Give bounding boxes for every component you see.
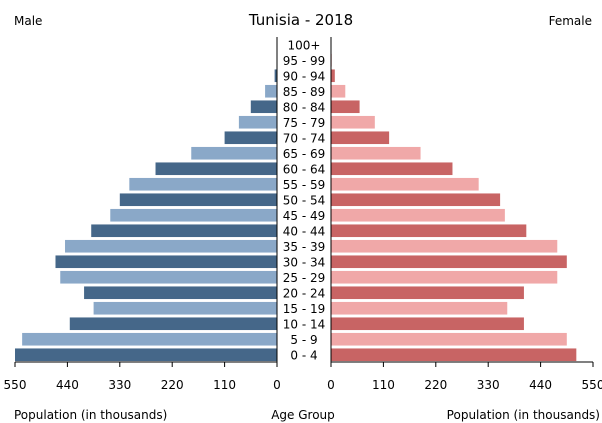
female-bar [331,131,390,145]
age-group-label: 80 - 84 [283,100,326,114]
age-group-label: 35 - 39 [283,240,326,254]
female-bar [331,162,453,176]
female-bar [331,146,421,160]
x-axis-label-right: Population (in thousands) [447,408,600,422]
x-tick-label: 220 [161,378,184,392]
x-axis-label-center: Age Group [271,408,335,422]
male-bar [238,115,277,129]
male-bar [60,270,277,284]
x-tick-label: 0 [327,378,335,392]
female-bar [331,84,346,98]
male-bar [93,301,277,315]
chart-title: Tunisia - 2018 [248,11,353,29]
male-bar [15,348,277,362]
left-header: Male [14,14,42,28]
age-group-label: 30 - 34 [283,255,326,269]
female-bar [331,332,567,346]
age-group-label: 50 - 54 [283,193,326,207]
male-bar [224,131,277,145]
male-bar [265,84,277,98]
age-group-label: 90 - 94 [283,69,326,83]
right-header: Female [549,14,592,28]
female-bar [331,115,375,129]
age-group-label: 55 - 59 [283,178,326,192]
female-bar [331,255,567,269]
age-group-label: 15 - 19 [283,302,326,316]
x-tick-label: 550 [582,378,602,392]
male-bar [191,146,277,160]
female-bar [331,301,508,315]
female-bar [331,208,505,222]
male-bar [91,224,277,238]
axes-layer: 550 440 330 220 110 0 0 110 220 330 440 550 [4,37,602,392]
x-tick-label: 440 [529,378,552,392]
age-group-label: 40 - 44 [283,224,326,238]
x-tick-label: 220 [424,378,447,392]
x-tick-label: 330 [477,378,500,392]
female-bar [331,239,558,253]
age-group-label: 45 - 49 [283,209,326,223]
male-bar [250,100,277,114]
female-bar [331,100,360,114]
male-bar [69,317,277,331]
x-tick-label: 110 [372,378,395,392]
age-group-label: 5 - 9 [290,333,317,347]
x-tick-label: 550 [4,378,27,392]
age-group-label: 95 - 99 [283,54,326,68]
age-group-label: 25 - 29 [283,271,326,285]
female-bar [331,177,479,191]
male-bar [55,255,278,269]
x-tick-label: 0 [273,378,281,392]
age-group-label: 0 - 4 [290,348,317,362]
male-bar [155,162,277,176]
female-bar [331,224,527,238]
age-group-label: 65 - 69 [283,147,326,161]
age-group-label: 70 - 74 [283,131,326,145]
age-group-label: 20 - 24 [283,286,326,300]
x-axis-label-left: Population (in thousands) [14,408,167,422]
male-bar [22,332,278,346]
age-group-label: 75 - 79 [283,116,326,130]
x-tick-label: 110 [213,378,236,392]
male-bar [119,193,277,207]
bars-layer [15,38,577,362]
male-bar [129,177,277,191]
age-group-label: 10 - 14 [283,317,326,331]
male-bar [84,286,277,300]
x-tick-label: 330 [108,378,131,392]
male-bar [274,69,277,83]
female-bar [331,69,335,83]
female-bar [331,348,577,362]
male-bar [110,208,277,222]
male-bar [65,239,277,253]
age-group-label: 60 - 64 [283,162,326,176]
female-bar [331,193,501,207]
age-group-label: 100+ [288,38,321,52]
x-tick-label: 440 [56,378,79,392]
female-bar [331,317,524,331]
female-bar [331,286,524,300]
age-group-label: 85 - 89 [283,85,326,99]
female-bar [331,270,558,284]
